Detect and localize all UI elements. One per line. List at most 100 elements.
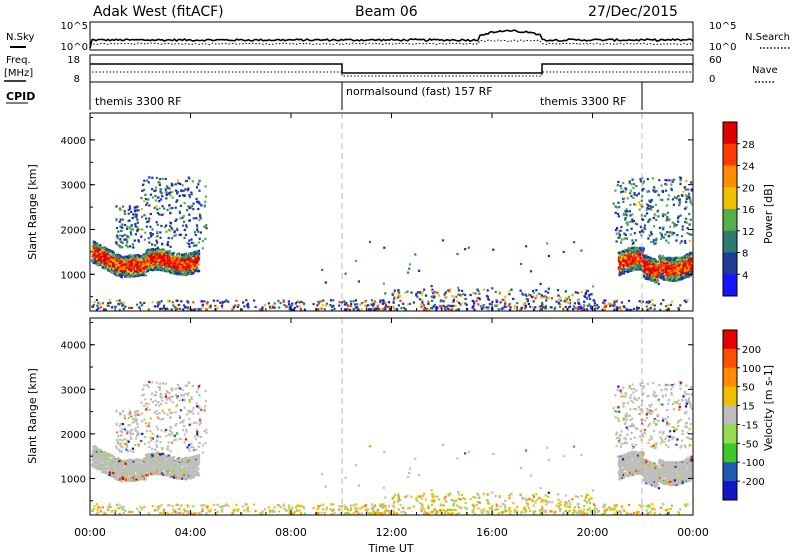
scatter-cell [114,261,117,264]
scatter-cell [602,301,605,304]
scatter-cell [651,205,655,208]
scatter-cell [617,258,621,261]
scatter-cell [661,190,664,193]
scatter-cell [319,300,322,303]
scatter-cell [371,299,374,302]
scatter-cell [617,306,620,310]
scatter-cell [122,307,125,311]
scatter-cell [93,255,96,258]
scatter-cell [673,196,676,199]
scatter-cell [690,189,693,192]
scatter-cell [197,207,200,211]
scatter-cell [523,302,526,306]
scatter-cell [668,266,671,269]
scatter-cell [449,305,452,308]
scatter-cell [130,306,133,310]
scatter-cell [169,266,172,269]
scatter-cell [148,176,151,179]
scatter-cell [166,307,169,310]
scatter-cell [425,308,428,311]
scatter-cell [423,288,426,291]
scatter-cell [133,215,136,218]
scatter-cell [550,306,553,309]
scatter-cell [156,267,159,270]
scatter-cell [431,290,434,293]
scatter-cell [167,237,170,240]
scatter-cell [131,217,134,220]
scatter-cell [642,230,645,234]
scatter-cell [161,195,164,198]
scatter-cell [631,242,634,245]
scatter-cell [147,220,150,223]
scatter-cell [618,229,621,232]
scatter-cell [354,306,357,309]
scatter-cell [532,308,536,311]
scatter-cell [661,199,664,202]
scatter-cell [114,267,117,270]
scatter-cell [124,265,127,268]
scatter-cell [632,266,635,269]
scatter-cell [175,234,178,237]
scatter-cell [151,243,154,246]
scatter-cell [678,201,681,204]
scatter-cell [625,256,628,259]
scatter-cell [303,308,306,311]
scatter-cell [142,188,146,191]
scatter-cell [639,253,642,256]
scatter-cell [131,228,134,231]
scatter-cell [673,260,676,263]
scatter-cell [221,302,224,305]
scatter-cell [195,244,198,247]
nsky-tick-bottom: 10^0 [61,42,88,53]
scatter-cell [664,233,667,236]
scatter-cell [183,202,186,205]
scatter-cell [225,299,228,302]
scatter-cell [147,198,150,201]
scatter-cell [667,194,670,197]
scatter-cell [665,179,668,182]
scatter-cell [633,183,636,186]
scatter-cell [655,237,658,240]
scatter-cell [160,213,163,217]
scatter-cell [191,272,194,275]
scatter-cell [379,299,382,302]
scatter-cell [671,264,674,267]
scatter-cell [677,272,680,275]
scatter-cell [126,239,129,242]
scatter-cell [508,290,511,293]
scatter-cell [104,308,107,311]
scatter-cell [562,307,565,310]
scatter-cell [99,250,102,254]
scatter-cell [130,224,133,227]
scatter-cell [651,299,654,302]
freq-panel: Freq. [MHz] 18 8 60 0 Nave [4,54,778,85]
scatter-cell [619,241,623,244]
scatter-cell [197,200,200,203]
scatter-cell [504,295,507,298]
scatter-cell [619,265,622,268]
scatter-cell [422,290,425,293]
scatter-cell [145,258,148,261]
scatter-cell [194,261,198,264]
scatter-cell [640,246,643,250]
scatter-cell [452,300,455,303]
scatter-cell [669,258,672,261]
scatter-cell [666,215,669,218]
scatter-cell [568,299,572,302]
scatter-cell [171,301,174,304]
scatter-cell [519,289,522,292]
scatter-cell [154,265,157,268]
scatter-cell [636,248,639,251]
scatter-cell [531,296,534,299]
scatter-cell [541,301,544,304]
scatter-cell [234,304,237,307]
scatter-cell [651,262,655,265]
scatter-cell [498,292,501,295]
colorbar-tick-label: 20 [742,183,755,194]
scatter-cell [163,207,166,210]
scatter-cell [176,266,179,269]
scatter-cell [127,275,131,278]
scatter-cell [187,255,190,258]
scatter-cell [170,260,173,263]
scatter-cell [574,306,577,310]
